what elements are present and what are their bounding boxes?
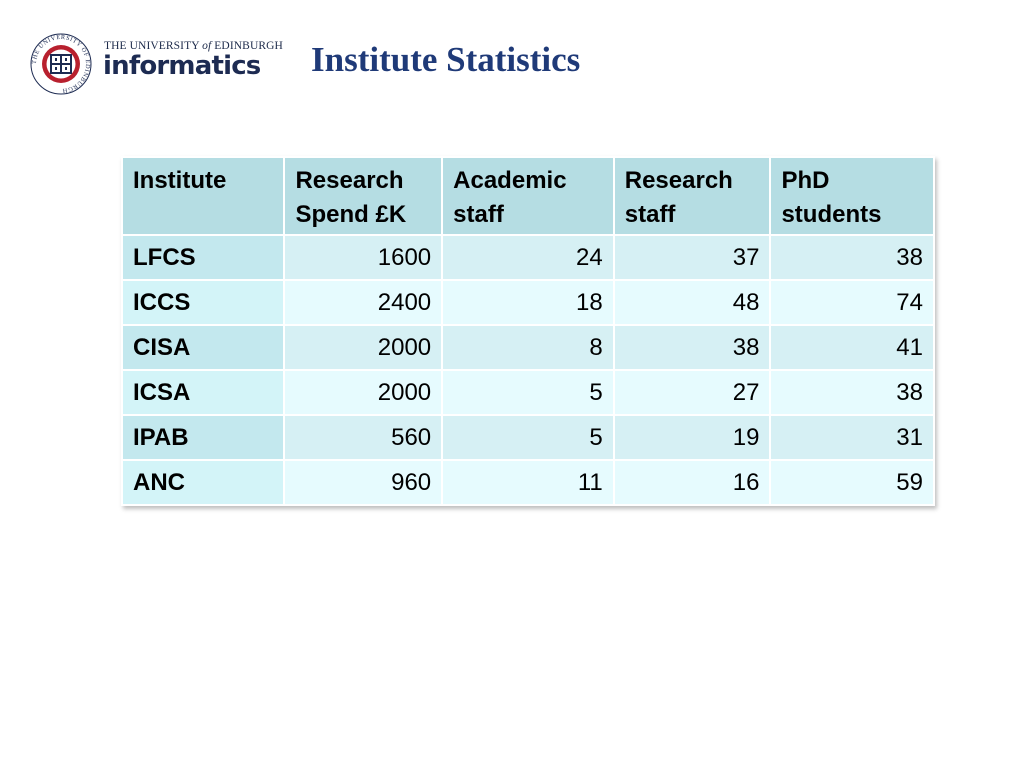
cell-research-spend: 2000 — [283, 369, 444, 416]
cell-research-spend: 1600 — [283, 234, 444, 281]
cell-phd-students: 38 — [769, 234, 935, 281]
logo-university-line: THE UNIVERSITY of EDINBURGH — [104, 40, 283, 52]
table-header-row: Institute Research Spend £K Academic staff… — [120, 156, 935, 236]
table-row: IPAB 560 5 19 31 — [120, 414, 935, 461]
header-institute: Institute — [120, 156, 286, 236]
cell-phd-students: 31 — [769, 414, 935, 461]
cell-research-spend: 960 — [283, 459, 444, 506]
cell-research-staff: 37 — [612, 234, 772, 281]
header-research-spend: Research Spend £K — [283, 156, 444, 236]
cell-institute: CISA — [120, 324, 286, 371]
statistics-table-container: Institute Research Spend £K Academic staff… — [120, 156, 935, 506]
table-row: ICSA 2000 5 27 38 — [120, 369, 935, 416]
table-row: ICCS 2400 18 48 74 — [120, 279, 935, 326]
cell-institute: ICSA — [120, 369, 286, 416]
cell-academic-staff: 18 — [441, 279, 615, 326]
cell-research-spend: 2000 — [283, 324, 444, 371]
header-phd-students: PhD students — [769, 156, 935, 236]
cell-research-staff: 16 — [612, 459, 772, 506]
header-research-staff: Research staff — [612, 156, 772, 236]
cell-academic-staff: 5 — [441, 369, 615, 416]
table-row: CISA 2000 8 38 41 — [120, 324, 935, 371]
cell-phd-students: 74 — [769, 279, 935, 326]
cell-phd-students: 59 — [769, 459, 935, 506]
cell-research-staff: 27 — [612, 369, 772, 416]
cell-academic-staff: 8 — [441, 324, 615, 371]
institute-statistics-table: Institute Research Spend £K Academic staff… — [120, 156, 935, 506]
logo-informatics-word: informatics — [103, 51, 261, 81]
cell-phd-students: 38 — [769, 369, 935, 416]
cell-research-spend: 560 — [283, 414, 444, 461]
cell-institute: ICCS — [120, 279, 286, 326]
cell-research-staff: 19 — [612, 414, 772, 461]
informatics-logo: THE UNIVERSITY of EDINBURGH informatics — [103, 40, 283, 86]
slide-title: Institute Statistics — [311, 40, 581, 79]
university-seal-icon: THE UNIVERSITY OF EDINBURGH — [30, 33, 92, 95]
cell-research-spend: 2400 — [283, 279, 444, 326]
cell-academic-staff: 11 — [441, 459, 615, 506]
cell-institute: ANC — [120, 459, 286, 506]
cell-academic-staff: 24 — [441, 234, 615, 281]
cell-research-staff: 38 — [612, 324, 772, 371]
header-academic-staff: Academic staff — [441, 156, 615, 236]
table-row: LFCS 1600 24 37 38 — [120, 234, 935, 281]
cell-institute: IPAB — [120, 414, 286, 461]
cell-phd-students: 41 — [769, 324, 935, 371]
cell-institute: LFCS — [120, 234, 286, 281]
cell-academic-staff: 5 — [441, 414, 615, 461]
cell-research-staff: 48 — [612, 279, 772, 326]
table-row: ANC 960 11 16 59 — [120, 459, 935, 506]
